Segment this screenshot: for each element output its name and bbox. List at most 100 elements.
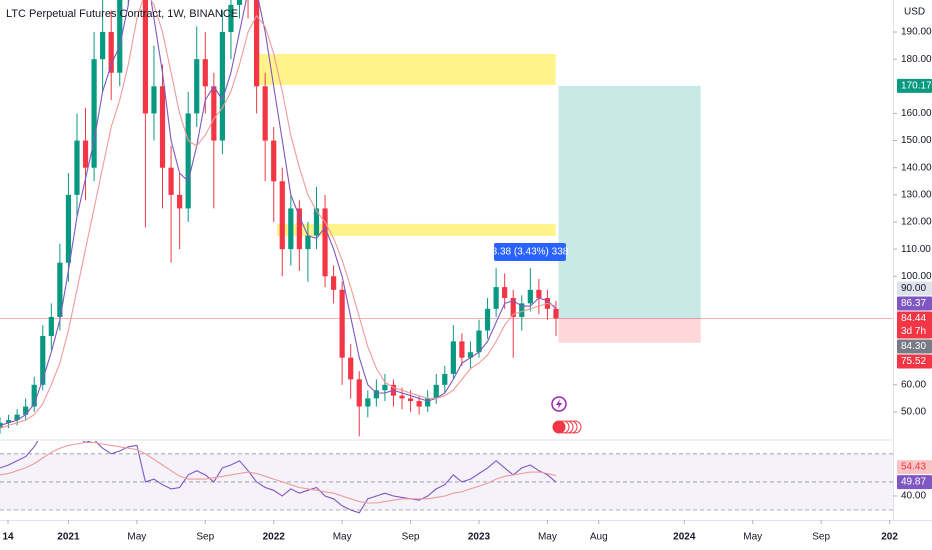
rsi-pane: [0, 441, 893, 514]
candle-body: [348, 357, 354, 380]
x-tick-label: 2023: [468, 532, 491, 543]
y-tick-label: 50.00: [901, 407, 926, 418]
candle-body: [5, 420, 12, 423]
event-icons: [551, 396, 582, 434]
main-pane: 3.38 (3.43%) 338: [0, 0, 893, 437]
candle-body: [305, 235, 311, 250]
icon: [556, 399, 562, 409]
price-tag: [897, 460, 932, 475]
annotation-box: [493, 243, 566, 261]
candle-body: [407, 398, 414, 402]
candle-body: [219, 32, 225, 141]
candle-body: [100, 32, 106, 60]
x-tick-label: 14: [2, 532, 14, 543]
price-tag: [897, 475, 932, 490]
candle-body: [194, 59, 200, 114]
candle-body: [254, 0, 260, 87]
zone: [254, 54, 556, 85]
x-tick-label: 2022: [263, 532, 286, 543]
y-tick-label: 110.00: [901, 244, 931, 255]
price-tag-label: 75.52: [901, 356, 926, 367]
y-tick-label: 190.00: [901, 27, 932, 38]
y-tick-label: 180.00: [901, 54, 932, 65]
candle-body: [519, 303, 525, 317]
candle-body: [442, 373, 448, 385]
candle-body: [356, 379, 362, 407]
icon: [552, 420, 566, 434]
candle-body: [211, 86, 217, 141]
y-tick-label: 40.00: [901, 491, 926, 502]
candle-body: [493, 287, 499, 309]
price-tag: [897, 296, 932, 311]
candle-body: [159, 86, 166, 168]
candle-body: [279, 181, 285, 250]
candle-body: [510, 297, 516, 317]
candle-body: [296, 208, 302, 250]
candle-body: [399, 395, 405, 399]
candle-body: [484, 308, 491, 331]
candle-body: [271, 140, 277, 182]
x-tick-label: May: [743, 532, 762, 543]
candle-body: [373, 390, 379, 399]
candle-body: [262, 86, 268, 141]
price-tag-label: 49.87: [901, 477, 926, 488]
candle-body: [31, 384, 37, 407]
candle-body: [467, 352, 474, 358]
x-tick-label: Sep: [812, 532, 830, 543]
candle-body: [185, 113, 191, 209]
y-tick-label: 60.00: [901, 379, 926, 390]
price-tag: [897, 311, 932, 339]
candle-body: [40, 335, 46, 385]
candle-body: [450, 341, 456, 374]
candle-body: [339, 289, 345, 358]
profit-zone: [558, 85, 701, 319]
zone: [277, 223, 556, 237]
price-tag-label: 84.44: [901, 313, 926, 324]
candle-body: [330, 276, 337, 290]
candle-body: [365, 398, 371, 407]
y-tick-label: 150.00: [901, 135, 932, 146]
x-tick-label: Aug: [590, 532, 608, 543]
x-tick-label: 2021: [57, 532, 80, 543]
candle-body: [151, 86, 157, 114]
candle-body: [168, 167, 174, 195]
candle-body: [322, 208, 328, 277]
candle-body: [236, 0, 243, 5]
candle-body: [382, 384, 388, 391]
price-tag-label: 84.30: [901, 341, 926, 352]
candle-body: [82, 140, 89, 168]
countdown: 3d 7h: [901, 326, 926, 337]
candle-body: [459, 341, 465, 358]
candle-body: [48, 316, 54, 336]
price-tag-label: 86.37: [901, 298, 926, 309]
candle-body: [313, 208, 320, 236]
candle-body: [553, 308, 559, 319]
candle-body: [142, 0, 149, 114]
candle-body: [74, 140, 80, 195]
candle-body: [416, 401, 422, 407]
candle-body: [527, 289, 533, 304]
candle-body: [117, 0, 123, 73]
candle-body: [57, 262, 63, 317]
y-tick-label: 160.00: [901, 108, 932, 119]
price-tag-label: 54.43: [901, 462, 926, 473]
x-tick-label: 2024: [673, 532, 696, 543]
candle-body: [476, 330, 482, 353]
indicator-line: [0, 441, 557, 514]
x-tick-label: Sep: [196, 532, 214, 543]
candle-body: [536, 289, 542, 298]
candle-body: [228, 4, 234, 33]
x-tick-label: 202: [881, 532, 898, 543]
candle-body: [91, 59, 97, 168]
x-tick-label: Sep: [402, 532, 420, 543]
candle-body: [65, 194, 72, 263]
candle-body: [288, 208, 294, 250]
y-tick-label: 130.00: [901, 189, 932, 200]
candle-body: [502, 287, 508, 298]
chart-title: LTC Perpetual Futures Contract, 1W, BINA…: [6, 8, 238, 20]
annotation: 3.38 (3.43%) 338: [492, 247, 569, 258]
price-tag-label: 170.17: [901, 80, 932, 91]
y-tick-label: 140.00: [901, 162, 932, 173]
candle-body: [433, 384, 439, 399]
